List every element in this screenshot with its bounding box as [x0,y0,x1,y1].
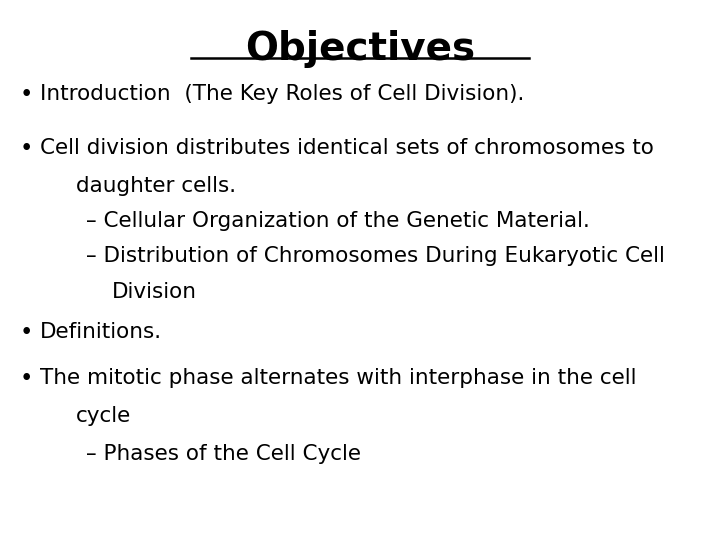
Text: •: • [19,321,33,343]
Text: Division: Division [112,281,197,302]
Text: •: • [19,367,33,389]
Text: Cell division distributes identical sets of chromosomes to: Cell division distributes identical sets… [40,138,654,159]
Text: Definitions.: Definitions. [40,322,162,342]
Text: – Phases of the Cell Cycle: – Phases of the Cell Cycle [86,443,361,464]
Text: •: • [19,83,33,106]
Text: – Cellular Organization of the Genetic Material.: – Cellular Organization of the Genetic M… [86,211,590,232]
Text: – Distribution of Chromosomes During Eukaryotic Cell: – Distribution of Chromosomes During Euk… [86,246,665,267]
Text: •: • [19,137,33,160]
Text: daughter cells.: daughter cells. [76,176,235,197]
Text: Objectives: Objectives [245,30,475,68]
Text: cycle: cycle [76,406,131,426]
Text: The mitotic phase alternates with interphase in the cell: The mitotic phase alternates with interp… [40,368,636,388]
Text: Introduction  (The Key Roles of Cell Division).: Introduction (The Key Roles of Cell Divi… [40,84,524,105]
